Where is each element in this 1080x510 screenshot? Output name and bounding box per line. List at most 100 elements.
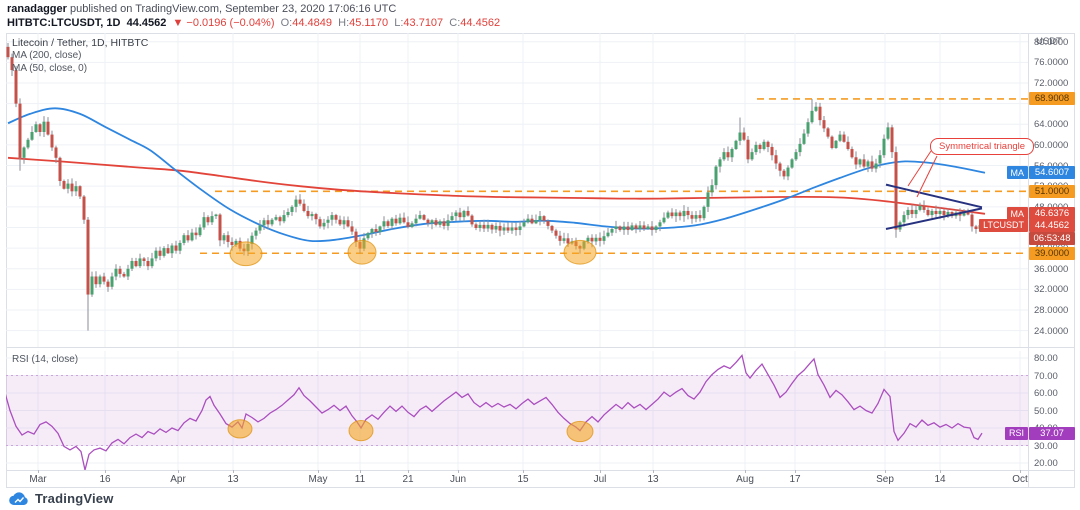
candle-body: [558, 235, 562, 241]
candle-body: [586, 237, 590, 242]
candle-body: [102, 276, 106, 282]
triangle-lower-trendline[interactable]: [885, 207, 983, 230]
candle-body: [786, 167, 790, 177]
close-label: C:: [449, 17, 461, 29]
time-tickmark: [600, 470, 601, 473]
candle-body: [406, 222, 410, 227]
candle-body: [190, 232, 194, 241]
candle-body: [782, 170, 786, 177]
candle-body: [890, 127, 894, 153]
candle-body: [790, 159, 794, 168]
candles[interactable]: [6, 43, 982, 331]
rsi-line[interactable]: [6, 353, 983, 470]
rsi-value-label[interactable]: RSI 37.07: [1004, 426, 1075, 440]
rsi-pane[interactable]: [6, 351, 1028, 470]
author-name: ranadagger: [7, 3, 67, 15]
chart-legend-title[interactable]: Litecoin / Tether, 1D, HITBTC: [12, 37, 149, 49]
candle-body: [98, 276, 102, 285]
candle-body: [510, 227, 514, 231]
candle-body: [806, 122, 810, 134]
time-tickmark: [38, 470, 39, 473]
candle-body: [502, 227, 506, 231]
candle-body: [766, 141, 770, 147]
pane-separator[interactable]: [6, 347, 1075, 348]
candle-body: [726, 152, 730, 158]
support-retest-ellipse[interactable]: [347, 239, 377, 265]
candle-body: [66, 183, 70, 189]
candle-body: [718, 159, 722, 167]
last-price-label[interactable]: LTCUSDT 44.4562: [979, 218, 1075, 232]
high-value: 45.1170: [349, 17, 389, 29]
price-pane[interactable]: [6, 33, 1028, 347]
candle-body: [962, 211, 966, 216]
ma50-line[interactable]: [7, 107, 986, 243]
support-39-label-value: 39.0000: [1029, 246, 1075, 260]
candle-body: [702, 206, 706, 219]
countdown-label[interactable]: 06:53:48: [1029, 232, 1075, 246]
rsi-tick-label: 50.00: [1034, 405, 1058, 417]
candle-body: [830, 136, 834, 148]
candle-body: [598, 237, 602, 241]
price-tick-label: 24.0000: [1034, 325, 1069, 337]
price-tick-label: 80.0000: [1034, 36, 1069, 48]
time-axis-separator: [6, 470, 1075, 471]
triangle-upper-trendline[interactable]: [885, 183, 983, 209]
support-retest-ellipse[interactable]: [229, 241, 263, 267]
candle-body: [562, 238, 566, 241]
candle-body: [662, 217, 666, 223]
candle-body: [970, 214, 974, 227]
candle-body: [426, 219, 430, 224]
candle-body: [234, 240, 238, 246]
time-tickmark: [885, 470, 886, 473]
candle-body: [374, 229, 378, 233]
candle-body: [250, 235, 254, 244]
candle-body: [966, 211, 970, 215]
level-51-label[interactable]: 51.0000: [1029, 184, 1075, 198]
candle-body: [498, 225, 502, 231]
candle-body: [386, 221, 390, 226]
callout-pointer-line: [916, 155, 938, 198]
candle-body: [494, 225, 498, 230]
candle-body: [626, 226, 630, 231]
price-tick-label: 32.0000: [1034, 284, 1069, 296]
ma200-line[interactable]: [7, 156, 986, 215]
tradingview-logo[interactable]: TradingView: [8, 491, 114, 506]
candle-body: [298, 199, 302, 204]
ma200-price-label-value: 46.6376: [1029, 207, 1075, 221]
open-value: 44.4849: [292, 17, 333, 29]
candle-body: [194, 232, 198, 236]
rsi-legend[interactable]: RSI (14, close): [12, 354, 79, 365]
candle-body: [618, 226, 622, 231]
time-tickmark: [745, 470, 746, 473]
price-tick-label: 56.0000: [1034, 161, 1068, 172]
support-39-label[interactable]: 39.0000: [1029, 246, 1075, 260]
price-tick-label: 28.0000: [1034, 305, 1069, 317]
candle-body: [22, 147, 26, 158]
candle-body: [254, 230, 258, 236]
rsi-highlight-ellipse[interactable]: [348, 419, 374, 442]
candle-body: [602, 236, 606, 241]
candle-body: [722, 152, 726, 160]
symmetrical-triangle-callout[interactable]: Symmetrical triangle: [930, 138, 1035, 155]
candle-body: [566, 238, 570, 244]
price-tick-label: 48.0000: [1034, 202, 1068, 213]
time-tick-label-13: 13: [227, 474, 239, 485]
resistance-68-label[interactable]: 68.9008: [1029, 92, 1075, 106]
candle-body: [746, 139, 750, 160]
ma50-price-label[interactable]: MA 54.6007: [1006, 166, 1075, 180]
candle-body: [42, 121, 46, 132]
rsi-highlight-ellipse[interactable]: [227, 419, 253, 439]
ma200-legend[interactable]: MA (200, close): [12, 50, 82, 61]
candle-body: [546, 220, 550, 226]
rsi-highlight-ellipse[interactable]: [566, 420, 594, 443]
time-tick-label-17: 17: [789, 474, 801, 485]
support-retest-ellipse[interactable]: [563, 239, 597, 265]
price-scale-separator[interactable]: [1028, 33, 1029, 488]
candle-body: [650, 226, 654, 231]
ma50-legend[interactable]: MA (50, close, 0): [12, 63, 88, 74]
header-last-price: 44.4562: [126, 17, 167, 29]
ma200-price-label[interactable]: MA 46.6376: [1006, 207, 1075, 221]
candle-body: [282, 215, 286, 222]
candle-body: [154, 250, 158, 259]
